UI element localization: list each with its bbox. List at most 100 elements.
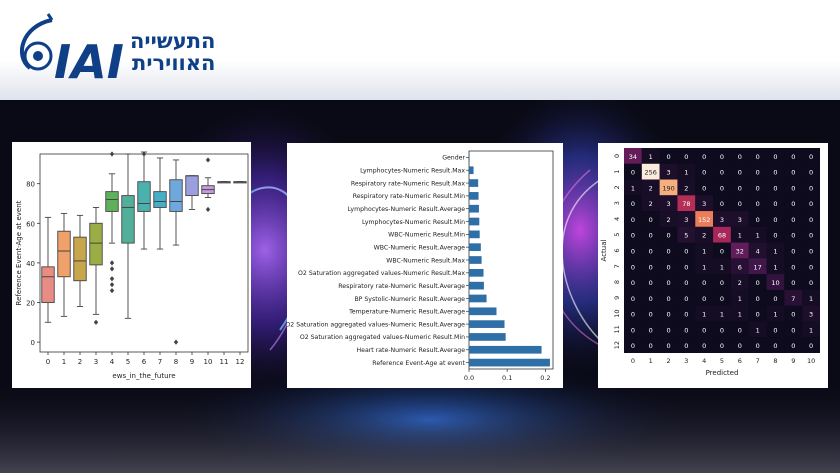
feature-label: O2 Saturation aggregated values-Numeric … [287,321,465,328]
heatmap-cell [659,179,678,196]
feature-label: Lymphocytes-Numeric Result.Max [360,168,465,175]
feature-label: O2 Saturation aggregated values-Numeric … [300,334,465,341]
importance-bar [469,256,482,264]
heatmap-cell [713,305,731,322]
heatmap-cell [659,226,678,243]
heatmap-cell [677,148,696,164]
heatmap-cell [802,148,820,164]
feature-label: Respiratory rate-Numeric Result.Max [351,180,465,187]
cell-value: 2 [702,232,706,240]
x-tick-label: 9 [791,357,795,365]
heatmap-cell [713,163,731,180]
x-tick-label: 4 [110,358,115,366]
feature-label: Respiratory rate-Numeric Result.Min [353,193,465,200]
cell-value: 0 [649,342,653,350]
cell-value: 152 [698,216,710,224]
heatmap-cell [730,242,749,259]
cell-value: 0 [631,216,635,224]
cell-value: 0 [702,326,706,334]
importance-bar [469,320,505,328]
heatmap-cell [641,274,660,290]
heatmap-cell [802,321,820,338]
cell-value: 1 [809,295,813,303]
x-tick-label: 0.1 [502,374,512,382]
heatmap-cell [784,242,803,259]
cell-value: 0 [791,216,795,224]
cell-value: 0 [756,216,760,224]
box-body [153,191,167,208]
box-body [105,191,119,212]
cell-value: 1 [720,263,724,271]
heatmap-cell [713,148,731,164]
cell-value: 1 [809,326,813,334]
heatmap-cell [730,321,749,338]
confusion-matrix-panel: 34 1 0 0 0 0 0 0 0 0 0 0 256 3 1 0 0 0 0 0 0 0 1 2 190 2 0 0 0 0 0 0 0 0 2… [598,143,828,388]
heatmap-cell [766,289,785,306]
heatmap-cell [641,195,660,212]
heatmap-cell [784,258,803,275]
heatmap-cell [677,242,696,259]
cell-value: 1 [773,311,777,319]
y-tick-label: 2 [613,185,621,189]
heatmap-cell [766,211,785,227]
heatmap-cell [802,163,820,180]
heatmap-cell [730,179,749,196]
cell-value: 1 [756,232,760,240]
y-tick-label: 12 [613,341,621,349]
cell-value: 0 [631,295,635,303]
importance-bar [469,281,484,290]
cell-value: 0 [631,326,635,334]
x-tick-label: 4 [702,357,706,365]
feature-label: Lymphocytes-Numeric Result.Min [362,219,465,226]
cell-value: 0 [756,295,760,303]
heatmap-cell [730,337,749,353]
heatmap-cell [713,242,731,259]
feature-label: WBC-Numeric Result.Average [374,244,466,251]
cell-value: 0 [649,263,653,271]
cell-value: 1 [702,263,706,271]
heatmap-cell [802,305,820,322]
heatmap-cell [766,337,785,353]
heatmap-cell [695,258,714,275]
box-outlier [109,266,115,272]
heatmap-cell [624,211,642,227]
heatmap-cell [713,321,731,338]
importance-bar [469,179,479,187]
heatmap-cell [677,274,696,290]
box-outlier [205,157,211,163]
importance-bar [469,204,479,213]
heatmap-cell [641,305,660,322]
heatmap-cell [677,163,696,180]
x-tick-label: 10 [807,357,815,365]
heatmap-cell [713,289,731,306]
heatmap-cell [659,305,678,322]
heatmap-cell [784,289,803,306]
x-axis-label: ews_in_the_future [112,372,175,380]
heatmap-cell [659,148,678,164]
cell-value: 0 [649,311,653,319]
heatmap-cell [748,148,767,164]
cell-value: 0 [631,200,635,208]
cell-value: 0 [738,326,742,334]
cell-value: 0 [684,279,688,287]
cell-value: 1 [738,295,742,303]
heatmap-cell [677,321,696,338]
cell-value: 0 [666,248,670,256]
feature-label: Temperature-Numeric Result.Average [348,309,465,316]
heatmap-cell [713,337,731,353]
cell-value: 0 [756,311,760,319]
heatmap-cell [748,305,767,322]
y-tick-label: 20 [26,300,35,308]
box-outlier [109,282,115,288]
box-body [73,236,87,282]
cell-value: 0 [720,169,724,177]
importance-bar [469,268,484,277]
confusion-matrix-chart: 34 1 0 0 0 0 0 0 0 0 00 256 3 1 0 0 0 0 0 0 01 2 190 2 0 0 0 0 0 0 00 2… [600,148,820,377]
cell-value: 0 [684,311,688,319]
heatmap-cell [766,305,785,322]
heatmap-cell [695,179,714,196]
heatmap-cell [748,195,767,212]
cell-value: 0 [773,184,777,192]
x-tick-label: 7 [756,357,760,365]
heatmap-cell [784,274,803,290]
